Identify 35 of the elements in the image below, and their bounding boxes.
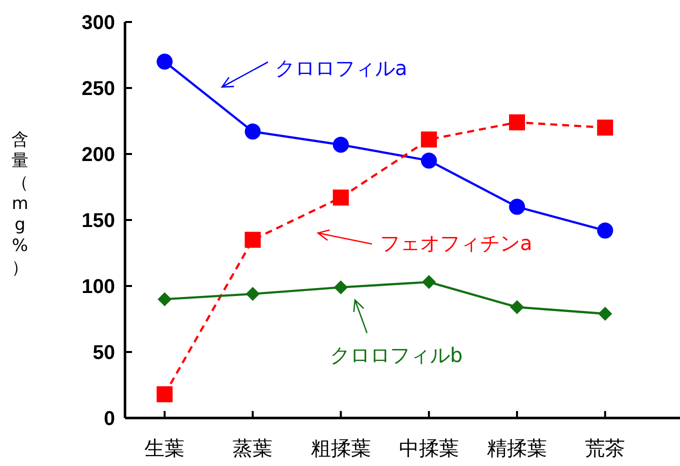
point (597, 120, 614, 136)
y-tick-label: 0 (104, 408, 115, 430)
point (158, 292, 172, 306)
y-tick-label: 50 (92, 342, 115, 364)
point (332, 190, 349, 206)
point (509, 114, 526, 130)
legend-label: クロロフィルa (275, 56, 408, 80)
point (420, 152, 437, 169)
point (334, 280, 348, 294)
point (246, 286, 260, 301)
point (332, 136, 349, 153)
x-tick-label: 蒸葉 (232, 436, 273, 460)
x-tick-label: 粗揉葉 (310, 436, 371, 460)
point (597, 222, 614, 239)
point (509, 198, 526, 215)
point (598, 306, 612, 321)
x-tick-label: 精揉葉 (487, 436, 548, 460)
y-tick-label: 100 (82, 276, 115, 298)
point (420, 131, 437, 148)
y-tick-label: 150 (82, 210, 115, 232)
text: クロロフィルb (330, 343, 463, 367)
y-tick-label: 300 (82, 12, 115, 34)
y-axis-title: 含量（mg%） (10, 130, 30, 279)
point (156, 386, 173, 402)
x-tick-label: 生葉 (144, 436, 185, 460)
legend-label: フェオフィチンa (380, 231, 532, 255)
point (510, 300, 524, 314)
point (156, 54, 173, 70)
x-tick-label: 中揉葉 (398, 436, 459, 460)
y-tick-label: 250 (82, 78, 115, 100)
point (244, 232, 261, 248)
point (244, 124, 261, 140)
y-tick-label: 200 (82, 144, 115, 166)
x-tick-label: 荒茶 (585, 436, 626, 460)
point (422, 275, 436, 290)
